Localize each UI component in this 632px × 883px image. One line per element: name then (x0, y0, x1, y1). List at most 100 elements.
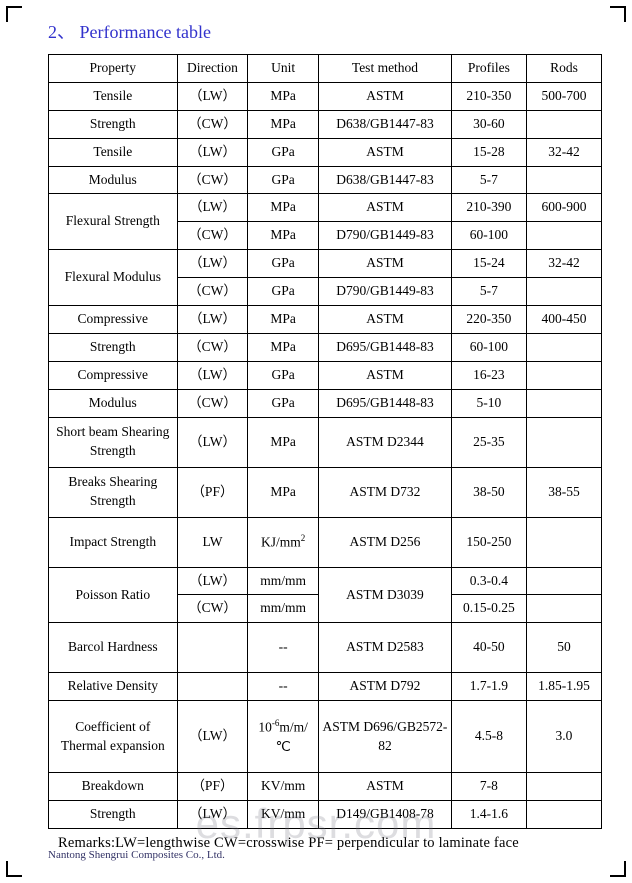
cell-profiles: 5-7 (451, 166, 526, 194)
cell-rods (526, 361, 601, 389)
cell-testmethod: ASTM (319, 773, 452, 801)
table-row: Tensile（LW）MPaASTM210-350500-700 (49, 82, 602, 110)
cell-unit: MPa (248, 194, 319, 222)
table-row: Coefficient of Thermal expansion（LW）10-6… (49, 701, 602, 773)
cell-rods: 600-900 (526, 194, 601, 222)
cell-profiles: 30-60 (451, 110, 526, 138)
cell-testmethod: ASTM D732 (319, 467, 452, 517)
cell-property: Compressive (49, 306, 178, 334)
cell-direction: （LW） (177, 567, 248, 595)
cell-property: Barcol Hardness (49, 623, 178, 673)
table-row: Breaks Shearing Strength（PF）MPaASTM D732… (49, 467, 602, 517)
header-test: Test method (319, 55, 452, 83)
cell-property: Coefficient of Thermal expansion (49, 701, 178, 773)
cell-testmethod: D638/GB1447-83 (319, 166, 452, 194)
cell-direction (177, 623, 248, 673)
cell-profiles: 5-10 (451, 389, 526, 417)
cell-direction: （LW） (177, 801, 248, 829)
table-row: Flexural Modulus（LW）GPaASTM15-2432-42 (49, 250, 602, 278)
table-row: Modulus（CW）GPaD695/GB1448-835-10 (49, 389, 602, 417)
cell-unit: GPa (248, 166, 319, 194)
table-row: Relative Density--ASTM D7921.7-1.91.85-1… (49, 673, 602, 701)
cell-direction: （CW） (177, 595, 248, 623)
cell-profiles: 210-350 (451, 82, 526, 110)
cell-rods: 1.85-1.95 (526, 673, 601, 701)
table-row: Impact StrengthLWKJ/mm2ASTM D256150-250 (49, 517, 602, 567)
cell-rods (526, 773, 601, 801)
cell-property: Strength (49, 801, 178, 829)
cell-rods (526, 166, 601, 194)
cell-direction: （CW） (177, 278, 248, 306)
cell-testmethod: D149/GB1408-78 (319, 801, 452, 829)
table-row: Short beam Shearing Strength（LW）MPaASTM … (49, 417, 602, 467)
cell-unit: mm/mm (248, 595, 319, 623)
cell-direction: （LW） (177, 306, 248, 334)
cell-direction: （CW） (177, 166, 248, 194)
cell-rods (526, 595, 601, 623)
footer-text: Nantong Shengrui Composites Co., Ltd. (48, 849, 225, 861)
corner-top-left (6, 6, 22, 22)
cell-direction: （LW） (177, 82, 248, 110)
cell-rods: 3.0 (526, 701, 601, 773)
cell-profiles: 0.15-0.25 (451, 595, 526, 623)
cell-rods (526, 567, 601, 595)
cell-testmethod: ASTM D256 (319, 517, 452, 567)
cell-unit: KV/mm (248, 801, 319, 829)
cell-testmethod: D790/GB1449-83 (319, 278, 452, 306)
table-row: Strength（LW）KV/mmD149/GB1408-781.4-1.6 (49, 801, 602, 829)
cell-direction: （LW） (177, 417, 248, 467)
cell-unit: MPa (248, 222, 319, 250)
cell-property: Strength (49, 333, 178, 361)
page-content: 2、 Performance table Property Direction … (0, 0, 632, 852)
cell-property: Breakdown (49, 773, 178, 801)
cell-direction: （LW） (177, 361, 248, 389)
cell-direction: （LW） (177, 138, 248, 166)
cell-rods (526, 222, 601, 250)
cell-testmethod: ASTM (319, 194, 452, 222)
cell-rods (526, 417, 601, 467)
cell-direction: （PF） (177, 467, 248, 517)
cell-testmethod: ASTM D2583 (319, 623, 452, 673)
cell-property: Flexural Strength (49, 194, 178, 250)
cell-profiles: 60-100 (451, 333, 526, 361)
cell-rods: 38-55 (526, 467, 601, 517)
cell-property: Compressive (49, 361, 178, 389)
corner-top-right (610, 6, 626, 22)
cell-property: Tensile (49, 138, 178, 166)
corner-bottom-right (610, 861, 626, 877)
cell-profiles: 210-390 (451, 194, 526, 222)
cell-profiles: 15-24 (451, 250, 526, 278)
cell-profiles: 1.4-1.6 (451, 801, 526, 829)
cell-property: Tensile (49, 82, 178, 110)
cell-testmethod: ASTM D2344 (319, 417, 452, 467)
cell-profiles: 150-250 (451, 517, 526, 567)
cell-testmethod: ASTM D696/GB2572-82 (319, 701, 452, 773)
cell-unit: GPa (248, 250, 319, 278)
table-row: Strength（CW）MPaD695/GB1448-8360-100 (49, 333, 602, 361)
cell-unit: MPa (248, 82, 319, 110)
cell-profiles: 60-100 (451, 222, 526, 250)
cell-rods: 50 (526, 623, 601, 673)
cell-direction: LW (177, 517, 248, 567)
cell-unit: KJ/mm2 (248, 517, 319, 567)
table-row: Strength（CW）MPaD638/GB1447-8330-60 (49, 110, 602, 138)
table-row: Modulus（CW）GPaD638/GB1447-835-7 (49, 166, 602, 194)
cell-testmethod: D790/GB1449-83 (319, 222, 452, 250)
corner-bottom-left (6, 861, 22, 877)
cell-unit: KV/mm (248, 773, 319, 801)
cell-rods: 500-700 (526, 82, 601, 110)
cell-rods: 400-450 (526, 306, 601, 334)
cell-property: Modulus (49, 166, 178, 194)
cell-testmethod: ASTM (319, 138, 452, 166)
cell-profiles: 7-8 (451, 773, 526, 801)
cell-unit: -- (248, 673, 319, 701)
cell-profiles: 5-7 (451, 278, 526, 306)
cell-profiles: 0.3-0.4 (451, 567, 526, 595)
cell-profiles: 38-50 (451, 467, 526, 517)
cell-testmethod: ASTM (319, 306, 452, 334)
cell-property: Flexural Modulus (49, 250, 178, 306)
cell-direction: （PF） (177, 773, 248, 801)
cell-rods (526, 801, 601, 829)
table-row: Flexural Strength（LW）MPaASTM210-390600-9… (49, 194, 602, 222)
cell-rods (526, 389, 601, 417)
